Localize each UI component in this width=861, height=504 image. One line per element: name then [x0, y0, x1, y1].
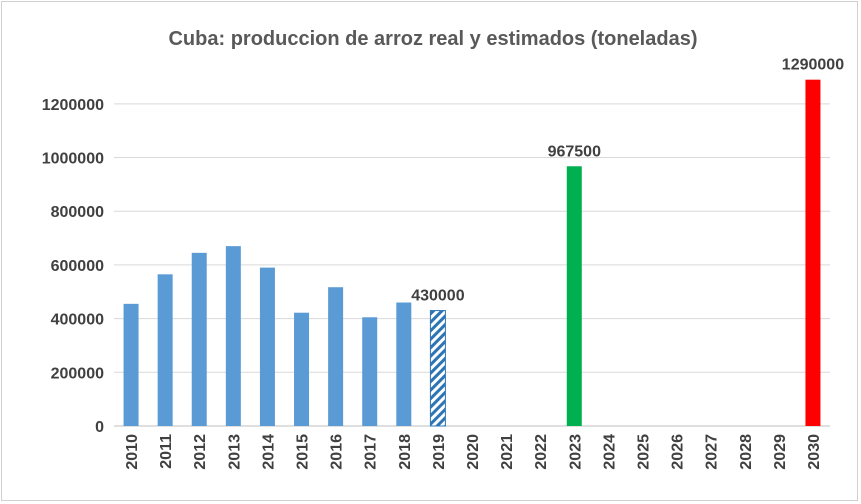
x-tick-label: 2018 [397, 434, 414, 470]
bar-2011 [157, 274, 173, 426]
x-tick-label: 2023 [567, 434, 584, 470]
bar-2017 [362, 317, 378, 426]
y-tick-label: 200000 [51, 365, 104, 382]
bar-2014 [259, 267, 275, 426]
x-tick-label: 2012 [192, 434, 209, 470]
y-tick-label: 1000000 [42, 151, 104, 168]
chart-title: Cuba: produccion de arroz real y estimad… [168, 28, 697, 50]
x-tick-label: 2022 [533, 434, 550, 470]
bar-2012 [191, 252, 207, 426]
y-tick-label: 1200000 [42, 97, 104, 114]
x-tick-label: 2014 [260, 434, 277, 470]
data-label-2023: 967500 [548, 143, 601, 160]
bar-2019 [429, 310, 446, 427]
y-tick-label: 600000 [51, 258, 104, 275]
x-tick-label: 2029 [772, 434, 789, 470]
x-axis: 2010 2011 2012 2013 2014 2015 2016 2017 2018 2019… [124, 434, 823, 470]
x-tick-label: 2021 [499, 434, 516, 470]
y-tick-label: 0 [95, 419, 104, 436]
bar-2013 [225, 246, 241, 426]
bar-2015 [294, 312, 310, 426]
data-label-2019: 430000 [411, 288, 464, 305]
y-tick-label: 400000 [51, 312, 104, 329]
data-label-2030: 1290000 [782, 57, 844, 74]
x-tick-label: 2017 [363, 434, 380, 470]
bar-2016 [328, 287, 344, 426]
x-tick-label: 2016 [329, 434, 346, 470]
y-tick-label: 800000 [51, 204, 104, 221]
x-tick-label: 2020 [465, 434, 482, 470]
x-tick-label: 2015 [295, 434, 312, 470]
gridlines [114, 103, 830, 373]
bars [123, 79, 821, 427]
bar-2023 [566, 166, 582, 426]
x-tick-label: 2013 [226, 434, 243, 470]
x-tick-label: 2019 [431, 434, 448, 470]
x-tick-label: 2027 [704, 434, 721, 470]
x-tick-label: 2024 [601, 434, 618, 470]
x-tick-label: 2010 [124, 434, 141, 470]
x-tick-label: 2030 [806, 434, 823, 470]
x-tick-label: 2011 [158, 434, 175, 469]
x-tick-label: 2025 [635, 434, 652, 470]
bar-2030 [805, 79, 821, 426]
data-labels: 430000 967500 1290000 [411, 57, 844, 305]
x-tick-label: 2028 [738, 434, 755, 470]
bar-2018 [396, 302, 412, 426]
bar-2010 [123, 303, 139, 426]
x-tick-label: 2026 [670, 434, 687, 470]
